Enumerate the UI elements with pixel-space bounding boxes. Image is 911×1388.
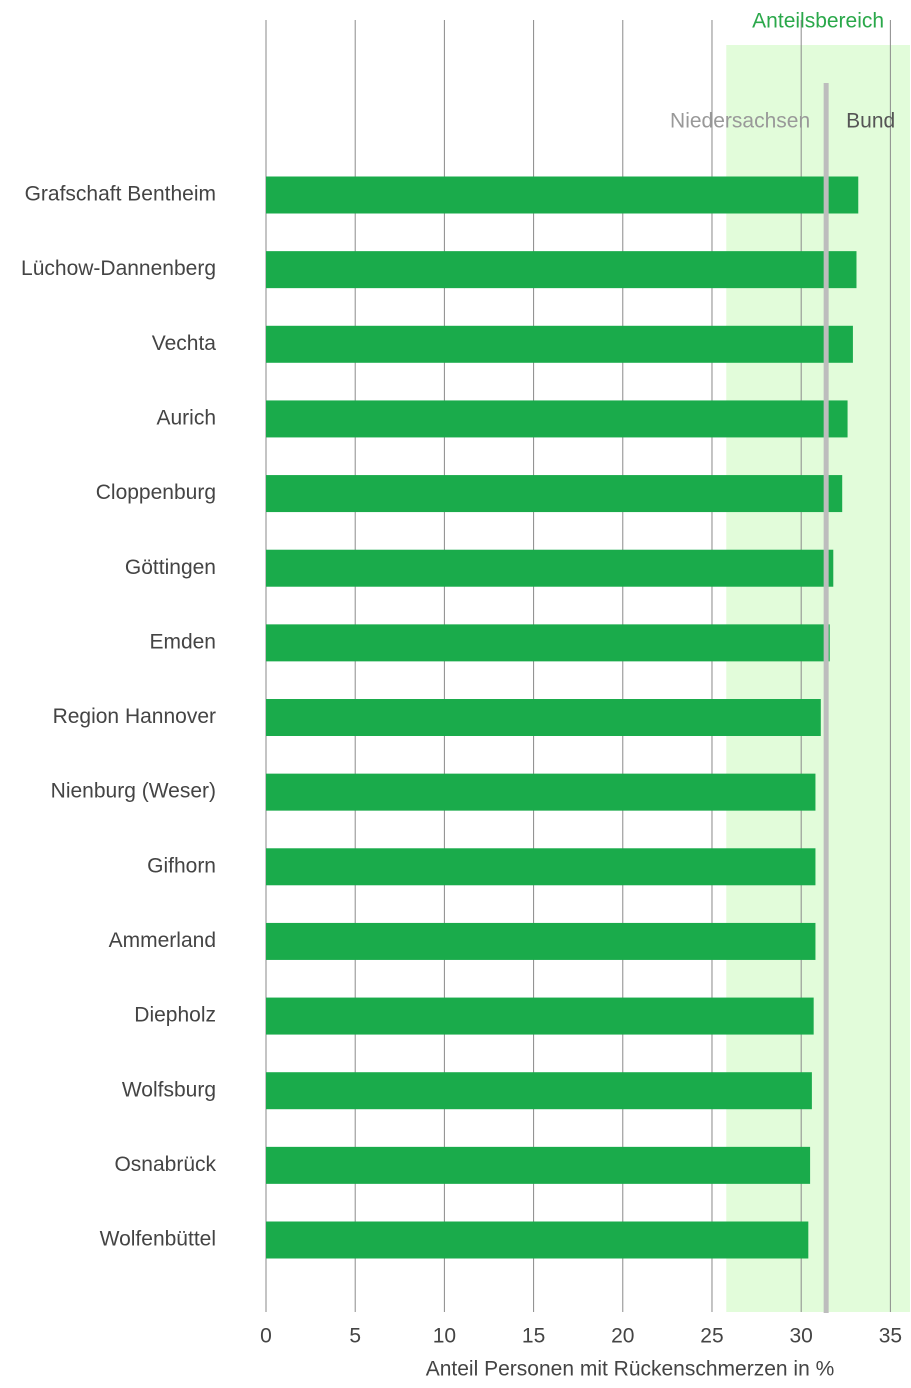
y-tick-label: Göttingen [125,556,216,579]
y-tick-label: Nienburg (Weser) [51,780,216,803]
bar [266,848,816,886]
y-tick-label: Gifhorn [147,854,216,877]
y-tick-label: Diepholz [134,1004,216,1027]
bar [266,997,814,1035]
y-tick-label: Osnabrück [114,1153,216,1176]
y-tick-label: Region Hannover [53,705,216,728]
bar [266,475,843,513]
y-tick-label: Emden [149,630,216,653]
x-tick-label: 30 [790,1325,813,1348]
y-tick-label: Lüchow-Dannenberg [21,257,216,280]
y-tick-label: Wolfenbüttel [100,1228,216,1251]
x-tick-label: 10 [433,1325,456,1348]
y-tick-label: Wolfsburg [122,1078,216,1101]
range-label: Anteilsbereich [752,10,884,33]
y-tick-label: Ammerland [109,929,216,952]
bar [266,922,816,960]
x-tick-label: 20 [611,1325,634,1348]
bar [266,1146,811,1184]
bar [266,773,816,811]
x-tick-label: 25 [700,1325,723,1348]
x-tick-label: 0 [260,1325,272,1348]
reference-label-left: Niedersachsen [670,110,810,133]
y-tick-label: Aurich [156,406,216,429]
x-tick-label: 35 [879,1325,902,1348]
bar [266,176,859,214]
bar [266,251,857,289]
y-tick-label: Cloppenburg [96,481,216,504]
y-tick-label: Vechta [152,332,217,355]
reference-label-right: Bund [846,110,895,133]
bar [266,325,853,363]
x-axis-label: Anteil Personen mit Rückenschmerzen in % [426,1358,835,1381]
bar [266,1221,809,1259]
bar [266,549,834,587]
y-tick-label: Grafschaft Bentheim [25,183,216,206]
range-band [726,45,910,1312]
bar [266,1072,812,1110]
x-tick-label: 15 [522,1325,545,1348]
bar [266,624,830,662]
x-tick-label: 5 [349,1325,361,1348]
bar [266,400,848,438]
bar [266,699,821,736]
